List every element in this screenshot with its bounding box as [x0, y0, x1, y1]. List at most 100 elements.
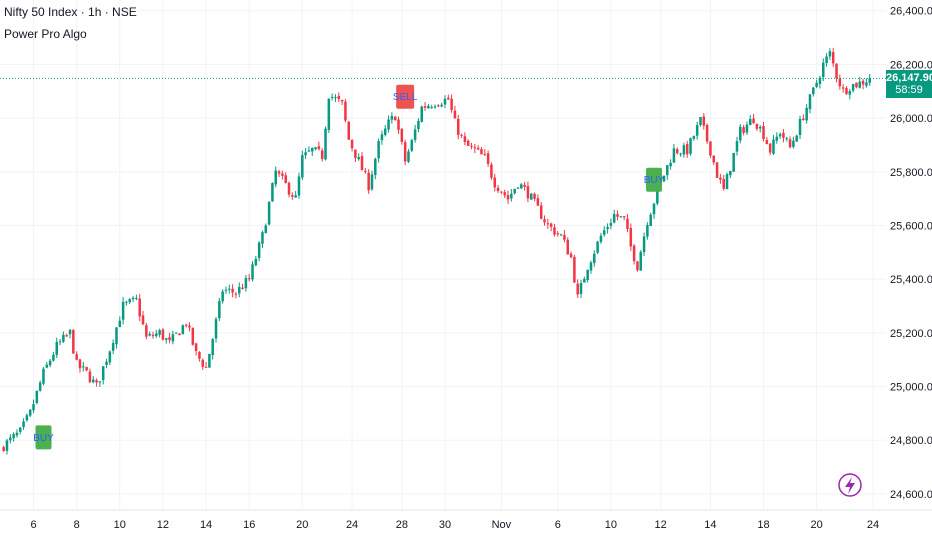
candle-body — [423, 106, 427, 108]
chart-grid — [0, 0, 886, 510]
candle-body — [745, 124, 749, 133]
candle-body — [304, 152, 307, 156]
sell-signal[interactable]: SELL — [393, 84, 418, 109]
x-axis[interactable]: 6 8 10 12 14 16 20 24 28 30 Nov 6 10 12 14 18 20 24 — [0, 509, 932, 531]
candle-body — [101, 366, 105, 381]
x-tick-label: 16 — [243, 519, 255, 531]
flash-icon[interactable] — [838, 473, 862, 497]
symbol-title[interactable]: Nifty 50 Index · 1h · NSE — [4, 5, 137, 19]
candle-body — [420, 106, 424, 122]
candle-body — [841, 87, 845, 89]
candle-body — [221, 291, 224, 302]
candle-body — [768, 143, 772, 153]
candle-body — [330, 96, 334, 98]
candle-body — [679, 153, 682, 155]
candle-body — [526, 186, 530, 199]
candle-body — [417, 120, 420, 130]
candle-body — [765, 139, 769, 144]
candle-body — [277, 171, 281, 174]
candle-body — [188, 325, 191, 328]
candle-body — [18, 427, 22, 432]
candle-body — [350, 140, 354, 149]
candle-body — [755, 123, 759, 129]
candle-body — [831, 52, 835, 64]
candle-body — [529, 193, 533, 200]
candle-body — [148, 333, 151, 336]
candle-body — [291, 195, 294, 197]
candle-body — [2, 447, 5, 451]
candle-body — [639, 251, 643, 271]
candle-body — [828, 51, 832, 57]
candle-body — [294, 195, 297, 198]
buy-signal[interactable]: BUY — [33, 425, 54, 450]
buy-signal[interactable]: BUY — [644, 167, 665, 192]
candle-body — [168, 337, 171, 341]
y-tick-label: 25,400.00 — [890, 274, 932, 286]
candle-body — [669, 162, 672, 167]
candle-body — [62, 334, 65, 342]
candle-body — [115, 327, 118, 345]
candle-body — [393, 116, 397, 121]
x-tick-label: 28 — [396, 519, 408, 531]
candle-body — [204, 366, 208, 368]
candle-body — [337, 95, 341, 100]
candle-body — [334, 97, 337, 99]
candle-body — [732, 152, 735, 172]
candle-body — [805, 107, 808, 121]
y-axis[interactable]: 24,600.00 24,800.00 25,000.00 25,200.00 25,4… — [890, 6, 932, 501]
candle-body — [476, 147, 480, 150]
candle-body — [310, 147, 314, 152]
candle-body — [456, 118, 460, 135]
candle-body — [480, 149, 483, 155]
candle-body — [802, 118, 805, 121]
candle-body — [145, 325, 148, 337]
candle-body — [722, 178, 725, 189]
candle-body — [858, 81, 862, 88]
candle-body — [523, 184, 526, 187]
indicator-title[interactable]: Power Pro Algo — [4, 27, 87, 41]
candle-body — [380, 134, 384, 141]
candle-body — [861, 80, 865, 85]
candle-body — [410, 140, 414, 151]
candle-body — [307, 150, 311, 152]
candle-body — [247, 278, 251, 280]
x-tick-label: 20 — [810, 519, 822, 531]
candle-body — [520, 184, 523, 189]
candle-body — [224, 289, 228, 291]
candle-body — [775, 136, 779, 141]
candle-body — [28, 409, 32, 416]
candle-body — [78, 359, 82, 369]
candle-body — [178, 333, 181, 336]
candle-body — [672, 148, 676, 163]
buy-signal-box — [35, 425, 52, 450]
candle-body — [589, 262, 593, 271]
candle-body — [194, 343, 198, 352]
candle-body — [792, 140, 795, 147]
candle-body — [214, 319, 218, 339]
bar-countdown: 58:59 — [895, 84, 923, 97]
x-tick-label: 24 — [867, 519, 879, 531]
candle-body — [705, 124, 709, 142]
candle-body — [739, 126, 742, 141]
candle-body — [98, 381, 102, 383]
candle-body — [675, 149, 679, 154]
candle-body — [35, 390, 39, 404]
current-price-value: 26,147.90 — [886, 72, 932, 85]
y-tick-label: 25,000.00 — [890, 382, 932, 394]
candle-body — [500, 191, 503, 193]
x-tick-label: 8 — [74, 519, 80, 531]
candlestick-series — [2, 47, 871, 455]
candle-body — [164, 338, 168, 340]
candle-body — [752, 118, 755, 124]
candle-body — [324, 128, 327, 160]
candle-body — [12, 434, 15, 439]
candle-body — [685, 144, 689, 155]
candle-body — [586, 269, 589, 280]
candle-body — [851, 83, 855, 91]
candle-body — [559, 234, 563, 236]
candle-body — [105, 361, 108, 366]
buy-signal-label: BUY — [644, 175, 665, 186]
candle-body — [181, 325, 185, 335]
candle-body — [264, 225, 268, 234]
